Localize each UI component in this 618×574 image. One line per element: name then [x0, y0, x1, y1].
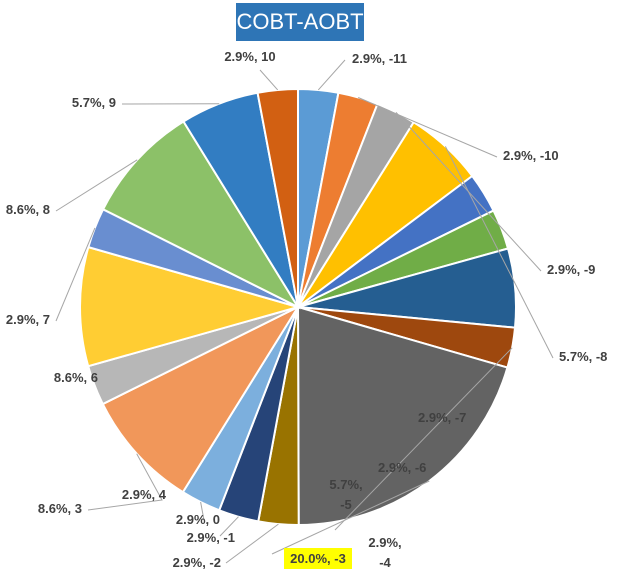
chart-title: COBT-AOBT	[236, 9, 364, 34]
data-label: 2.9%, -6	[378, 460, 426, 475]
data-label: 2.9%, -10	[503, 148, 559, 163]
data-label: 2.9%, -11	[352, 51, 407, 66]
leader-line	[55, 227, 96, 322]
leader-line	[259, 69, 279, 91]
leader-line	[87, 453, 163, 511]
data-label: 2.9%, -2	[173, 555, 221, 570]
data-label: 2.9%, 10	[224, 49, 275, 64]
data-label: 2.9%, -9	[547, 262, 595, 277]
leader-line	[219, 516, 239, 537]
data-label: 5.7%, 9	[72, 95, 116, 110]
pie-slice	[79, 245, 302, 368]
leader-line	[317, 59, 346, 91]
leader-line	[200, 501, 205, 521]
label-highlight	[284, 548, 352, 569]
data-label: 5.7%, -8	[559, 349, 607, 364]
leader-line	[334, 347, 513, 531]
data-label: 8.6%, 3	[38, 501, 82, 516]
leader-line	[271, 480, 430, 555]
data-label: 5.7%, -5	[329, 477, 362, 512]
leader-line	[358, 97, 498, 158]
data-label: 2.9%, 0	[176, 512, 220, 527]
leader-line	[444, 146, 554, 359]
data-label: 2.9%, -1	[187, 530, 235, 545]
data-label: 20.0%, -3	[290, 551, 346, 566]
data-label: 2.9%, 4	[122, 487, 167, 502]
pie-slice	[256, 87, 299, 308]
chart-title-box: COBT-AOBT	[236, 3, 364, 41]
data-label: 2.9%, -4	[368, 535, 401, 570]
data-label: 2.9%, -7	[418, 410, 466, 425]
leader-line	[225, 523, 279, 564]
pie-slice	[101, 304, 301, 494]
data-label: 8.6%, 6	[54, 370, 98, 385]
data-label: 8.6%, 8	[6, 202, 50, 217]
leader-line	[55, 159, 138, 212]
data-label: 2.9%, 7	[6, 312, 50, 327]
